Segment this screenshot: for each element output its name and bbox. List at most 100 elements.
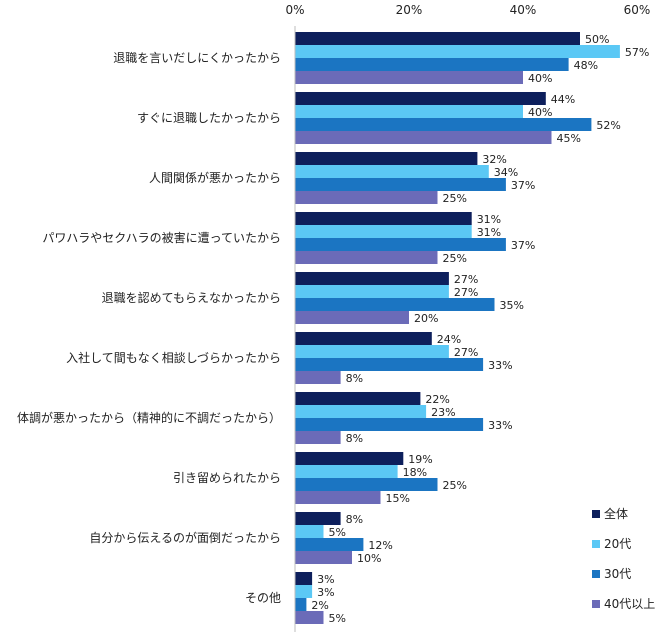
bar [295,152,478,165]
data-label: 44% [551,93,575,106]
data-label: 5% [329,526,346,539]
data-label: 52% [596,119,620,132]
bar [295,478,438,491]
data-label: 18% [403,466,427,479]
bar [295,538,364,551]
bar [295,358,484,371]
data-label: 35% [500,299,524,312]
bar [295,598,307,611]
data-label: 2% [311,599,328,612]
bar [295,32,580,45]
data-label: 5% [329,612,346,625]
bar [295,572,313,585]
bar [295,311,409,324]
data-label: 57% [625,46,649,59]
data-label: 40% [528,106,552,119]
bar [295,251,438,264]
legend-label: 40代以上 [604,597,655,611]
category-label: 退職を認めてもらえなかったから [102,290,281,305]
data-label: 33% [488,359,512,372]
data-label: 50% [585,33,609,46]
data-label: 27% [454,286,478,299]
data-label: 37% [511,179,535,192]
bar [295,165,489,178]
bars [295,32,620,624]
bar [295,285,449,298]
bar [295,105,523,118]
bar [295,551,352,564]
legend-label: 30代 [604,567,631,581]
legend-swatch [592,510,600,518]
bar [295,212,472,225]
data-label: 32% [482,153,506,166]
data-label: 37% [511,239,535,252]
data-label: 27% [454,346,478,359]
bar [295,238,506,251]
data-label: 19% [408,453,432,466]
category-label: 自分から伝えるのが面倒だったから [89,530,281,545]
data-label: 40% [528,72,552,85]
data-label: 8% [346,372,363,385]
bar [295,272,449,285]
legend-swatch [592,600,600,608]
x-axis-ticks: 0% 20% 40% 60% [285,3,650,17]
bar [295,298,495,311]
data-label: 25% [443,192,467,205]
legend-label: 20代 [604,537,631,551]
bar [295,45,620,58]
bar [295,491,381,504]
bar [295,405,427,418]
category-label: その他 [245,591,281,605]
bar [295,525,324,538]
bar [295,418,484,431]
data-label: 27% [454,273,478,286]
bar [295,131,552,144]
bar [295,332,432,345]
bar [295,178,506,191]
data-label: 12% [368,539,392,552]
bar [295,58,569,71]
bar [295,191,438,204]
bar [295,345,449,358]
x-tick-label: 60% [624,3,651,17]
category-label: 退職を言いだしにくかったから [113,51,281,65]
data-label: 15% [386,492,410,505]
bar [295,371,341,384]
bar [295,92,546,105]
category-label: 体調が悪かったから（精神的に不調だったから） [17,410,281,425]
category-label: すぐに退職したかったから [137,111,281,125]
data-label: 10% [357,552,381,565]
data-label: 20% [414,312,438,325]
data-label: 25% [443,252,467,265]
legend-swatch [592,570,600,578]
data-label: 8% [346,513,363,526]
data-label: 45% [557,132,581,145]
category-label: 引き留められたから [173,471,281,485]
category-label: 入社して間もなく相談しづらかったから [66,350,281,365]
bar [295,392,421,405]
category-labels: 退職を言いだしにくかったからすぐに退職したかったから人間関係が悪かったからパワハ… [17,51,281,605]
bar [295,512,341,525]
data-label: 25% [443,479,467,492]
bar [295,118,592,131]
data-label: 23% [431,406,455,419]
data-label: 48% [574,59,598,72]
bar [295,431,341,444]
legend-swatch [592,540,600,548]
x-tick-label: 0% [285,3,304,17]
category-label: 人間関係が悪かったから [149,170,281,185]
bar [295,225,472,238]
data-label: 24% [437,333,461,346]
bar [295,465,398,478]
bar [295,585,313,598]
x-tick-label: 40% [510,3,537,17]
data-label: 31% [477,226,501,239]
data-label: 31% [477,213,501,226]
data-label: 3% [317,573,334,586]
bar [295,71,523,84]
x-tick-label: 20% [396,3,423,17]
data-label: 8% [346,432,363,445]
data-label: 34% [494,166,518,179]
category-label: パワハラやセクハラの被害に遭っていたから [42,230,281,245]
